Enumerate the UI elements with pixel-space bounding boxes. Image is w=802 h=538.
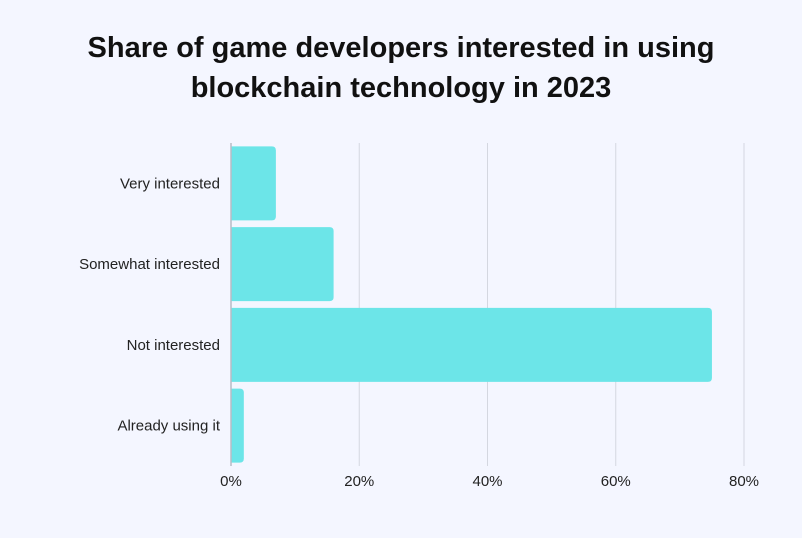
x-tick-label: 20%: [344, 473, 374, 490]
bar: [231, 307, 712, 382]
bar: [231, 227, 334, 302]
chart-title-line-1: Share of game developers interested in u…: [87, 32, 715, 64]
chart-title: Share of game developers interested in u…: [0, 28, 802, 108]
chart-title-line-2: blockchain technology in 2023: [190, 72, 612, 104]
bar: [231, 146, 276, 221]
bar: [231, 388, 244, 463]
x-tick-label: 0%: [220, 473, 242, 490]
category-label: Somewhat interested: [79, 256, 220, 273]
x-tick-label: 60%: [601, 473, 631, 490]
category-label: Already using it: [117, 418, 220, 435]
x-tick-label: 80%: [729, 473, 759, 490]
category-label: Very interested: [120, 175, 220, 192]
x-tick-label: 40%: [472, 473, 502, 490]
category-label: Not interested: [127, 337, 220, 354]
